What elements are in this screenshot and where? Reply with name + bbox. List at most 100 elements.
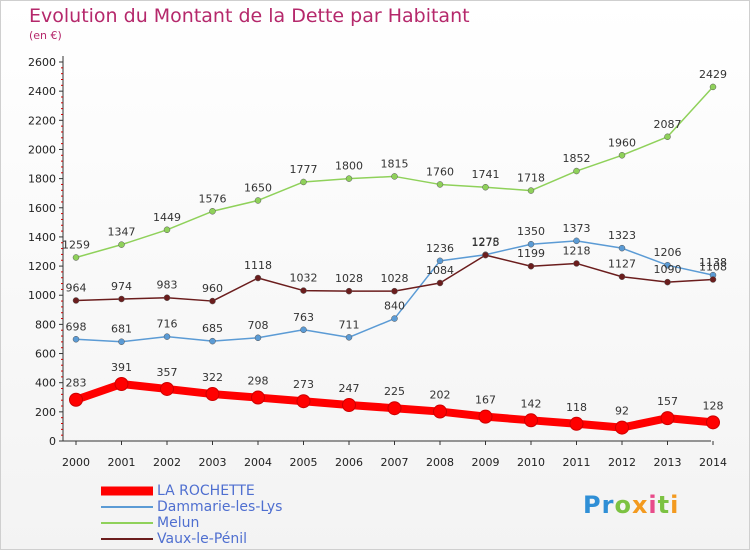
data-label-dammarie-les-lys: 1236 [426,242,454,255]
data-label-la-rochette: 391 [111,361,132,374]
data-point-la-rochette [615,420,629,435]
data-point-vaux-le-p-nil [573,260,580,267]
x-tick-label: 2013 [654,456,682,469]
data-label-la-rochette: 225 [384,385,405,398]
data-label-la-rochette: 357 [157,366,178,379]
data-label-melun: 1650 [244,181,272,194]
legend: LA ROCHETTE Dammarie-les-Lys Melun Vaux-le-… [101,483,282,547]
y-tick-label: 200 [35,406,56,419]
data-label-dammarie-les-lys: 708 [248,319,269,332]
data-label-dammarie-les-lys: 1138 [699,256,727,269]
data-label-dammarie-les-lys: 716 [157,318,178,331]
legend-item: LA ROCHETTE [101,483,282,499]
y-tick-label: 1400 [28,231,56,244]
data-point-dammarie-les-lys [345,334,353,341]
y-tick-label: 800 [35,318,56,331]
data-point-melun [573,167,580,175]
proxiti-logo: Proxiti [583,491,680,519]
legend-swatch [101,538,153,540]
data-label-melun: 1960 [608,136,636,149]
data-point-dammarie-les-lys [300,326,307,334]
data-point-la-rochette [433,404,447,419]
data-point-dammarie-les-lys [118,338,125,345]
data-point-melun [618,152,626,159]
data-point-vaux-le-p-nil [72,297,80,304]
data-label-vaux-le-p-nil: 1275 [472,236,500,249]
data-point-melun [527,187,535,194]
data-point-la-rochette [569,416,584,431]
data-point-melun [709,83,717,91]
legend-swatch [101,486,153,496]
legend-label: Melun [157,515,200,531]
data-label-melun: 1741 [472,168,500,181]
data-point-dammarie-les-lys [163,333,171,340]
x-tick-label: 2007 [381,456,409,469]
y-tick-label: 1600 [28,202,56,215]
data-label-vaux-le-p-nil: 1127 [608,258,636,271]
data-label-dammarie-les-lys: 763 [293,311,314,324]
data-point-melun [391,173,398,180]
data-point-dammarie-les-lys [664,261,671,269]
data-point-dammarie-les-lys [254,334,262,342]
data-point-melun [300,178,307,186]
data-point-la-rochette [342,397,356,412]
data-label-melun: 1259 [62,238,90,251]
data-point-vaux-le-p-nil [163,294,171,301]
data-label-dammarie-les-lys: 1373 [563,222,591,235]
data-label-dammarie-les-lys: 1206 [654,246,682,259]
data-label-vaux-le-p-nil: 1199 [517,247,545,260]
data-label-vaux-le-p-nil: 960 [202,282,223,295]
data-label-vaux-le-p-nil: 964 [66,281,87,294]
data-label-la-rochette: 167 [475,394,496,407]
legend-swatch [101,522,153,524]
data-point-vaux-le-p-nil [345,287,353,295]
data-label-la-rochette: 247 [339,382,360,395]
data-label-la-rochette: 322 [202,371,223,384]
data-label-vaux-le-p-nil: 983 [157,279,178,292]
y-tick-label: 1000 [28,289,56,302]
data-label-melun: 1576 [199,192,227,205]
data-label-la-rochette: 142 [521,397,542,410]
data-point-la-rochette [387,401,402,416]
data-point-dammarie-les-lys [618,244,626,252]
data-point-melun [664,133,671,141]
x-tick-label: 2003 [199,456,227,469]
data-point-vaux-le-p-nil [118,295,125,303]
data-label-vaux-le-p-nil: 974 [111,280,132,293]
chart-title: Evolution du Montant de la Dette par Hab… [29,5,470,27]
data-point-la-rochette [69,392,83,407]
data-label-la-rochette: 128 [703,399,724,412]
data-label-dammarie-les-lys: 711 [339,318,360,331]
y-tick-label: 2200 [28,114,56,127]
data-point-dammarie-les-lys [527,240,535,248]
x-tick-label: 2011 [563,456,591,469]
data-label-vaux-le-p-nil: 1028 [381,272,409,285]
legend-label: Dammarie-les-Lys [157,499,283,515]
data-label-melun: 2087 [654,118,682,131]
data-label-la-rochette: 273 [293,378,314,391]
data-point-melun [72,254,80,261]
data-point-melun [436,181,444,188]
data-label-melun: 1815 [381,157,409,170]
data-label-la-rochette: 118 [566,401,587,414]
data-point-la-rochette [114,377,129,392]
x-tick-label: 2005 [290,456,318,469]
data-label-la-rochette: 92 [615,405,629,418]
x-tick-label: 2010 [517,456,545,469]
data-label-melun: 1777 [290,163,318,176]
data-label-dammarie-les-lys: 681 [111,323,132,336]
x-tick-label: 2002 [153,456,181,469]
data-point-melun [482,183,489,191]
data-point-vaux-le-p-nil [709,276,717,283]
data-label-vaux-le-p-nil: 1118 [244,259,272,272]
data-point-dammarie-les-lys [72,336,80,343]
data-label-dammarie-les-lys: 1350 [517,225,545,238]
data-label-vaux-le-p-nil: 1108 [699,260,727,273]
data-point-vaux-le-p-nil [254,274,262,282]
data-point-dammarie-les-lys [209,337,216,345]
legend-item: Melun [101,515,282,531]
data-label-vaux-le-p-nil: 1028 [335,272,363,285]
y-tick-label: 400 [35,377,56,390]
data-point-la-rochette [251,390,265,405]
legend-item: Dammarie-les-Lys [101,499,282,515]
